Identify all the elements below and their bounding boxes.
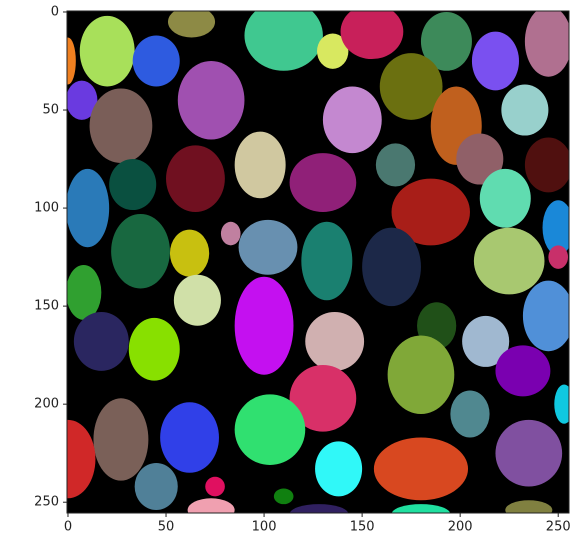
segment-blob xyxy=(474,228,545,295)
y-tick-label: 50 xyxy=(42,103,59,118)
segment-blob xyxy=(495,345,550,396)
y-tick-label: 0 xyxy=(51,4,59,19)
segment-blob xyxy=(41,420,96,498)
segment-blob xyxy=(523,281,572,352)
segment-blob xyxy=(274,488,294,504)
y-tick-label: 200 xyxy=(34,397,59,412)
segment-blob xyxy=(109,159,156,210)
segment-blob xyxy=(495,420,562,487)
segment-blob xyxy=(290,504,349,524)
segment-blob xyxy=(392,504,451,524)
segment-blob xyxy=(60,37,76,84)
x-tick-label: 50 xyxy=(158,520,175,535)
segment-blob xyxy=(472,32,519,91)
segment-blob xyxy=(525,6,572,77)
segment-blob xyxy=(160,402,219,473)
segment-blob xyxy=(548,245,568,269)
x-tick-label: 200 xyxy=(448,520,473,535)
segment-blob xyxy=(90,88,153,163)
segment-blob xyxy=(362,228,421,306)
segment-blob xyxy=(239,220,298,275)
segment-blob xyxy=(388,336,455,414)
segment-blob xyxy=(178,61,245,139)
segment-blob xyxy=(135,463,178,510)
segment-blob xyxy=(305,312,364,371)
segment-blob xyxy=(111,214,170,289)
segment-blob xyxy=(174,275,221,326)
segment-blob xyxy=(205,477,225,497)
y-tick-label: 250 xyxy=(34,495,59,510)
segment-blob xyxy=(93,398,148,480)
segment-blob xyxy=(501,85,548,136)
y-tick-label: 150 xyxy=(34,299,59,314)
segment-blob xyxy=(235,132,286,199)
segment-blob xyxy=(525,137,572,192)
segment-blob xyxy=(450,390,489,437)
segment-blob xyxy=(290,153,357,212)
segment-blob xyxy=(188,498,235,522)
chart: 0 50 100 150 200 250 0 50 100 150 200 250 xyxy=(0,0,572,541)
segment-blob xyxy=(221,222,241,246)
segment-blob xyxy=(166,145,225,212)
segment-blob xyxy=(66,169,109,247)
x-tick-label: 250 xyxy=(546,520,571,535)
x-tick-label: 100 xyxy=(252,520,277,535)
segment-blob xyxy=(129,318,180,381)
segment-blob xyxy=(376,143,415,186)
x-tick-label: 0 xyxy=(64,520,72,535)
segment-blob xyxy=(133,36,180,87)
segment-blob xyxy=(374,438,468,501)
segment-blob xyxy=(301,222,352,300)
segment-blob xyxy=(235,277,294,375)
segment-blob xyxy=(480,169,531,228)
segment-blob xyxy=(315,441,362,496)
segment-blob xyxy=(341,4,404,59)
segment-blob xyxy=(74,312,129,371)
segment-blob xyxy=(323,86,382,153)
segment-blob xyxy=(505,500,552,520)
segment-blob xyxy=(170,230,209,277)
x-tick-label: 150 xyxy=(350,520,375,535)
y-tick-label: 100 xyxy=(34,201,59,216)
segment-blob xyxy=(235,394,306,465)
segment-blob xyxy=(80,16,135,87)
segment-blob xyxy=(66,265,101,320)
